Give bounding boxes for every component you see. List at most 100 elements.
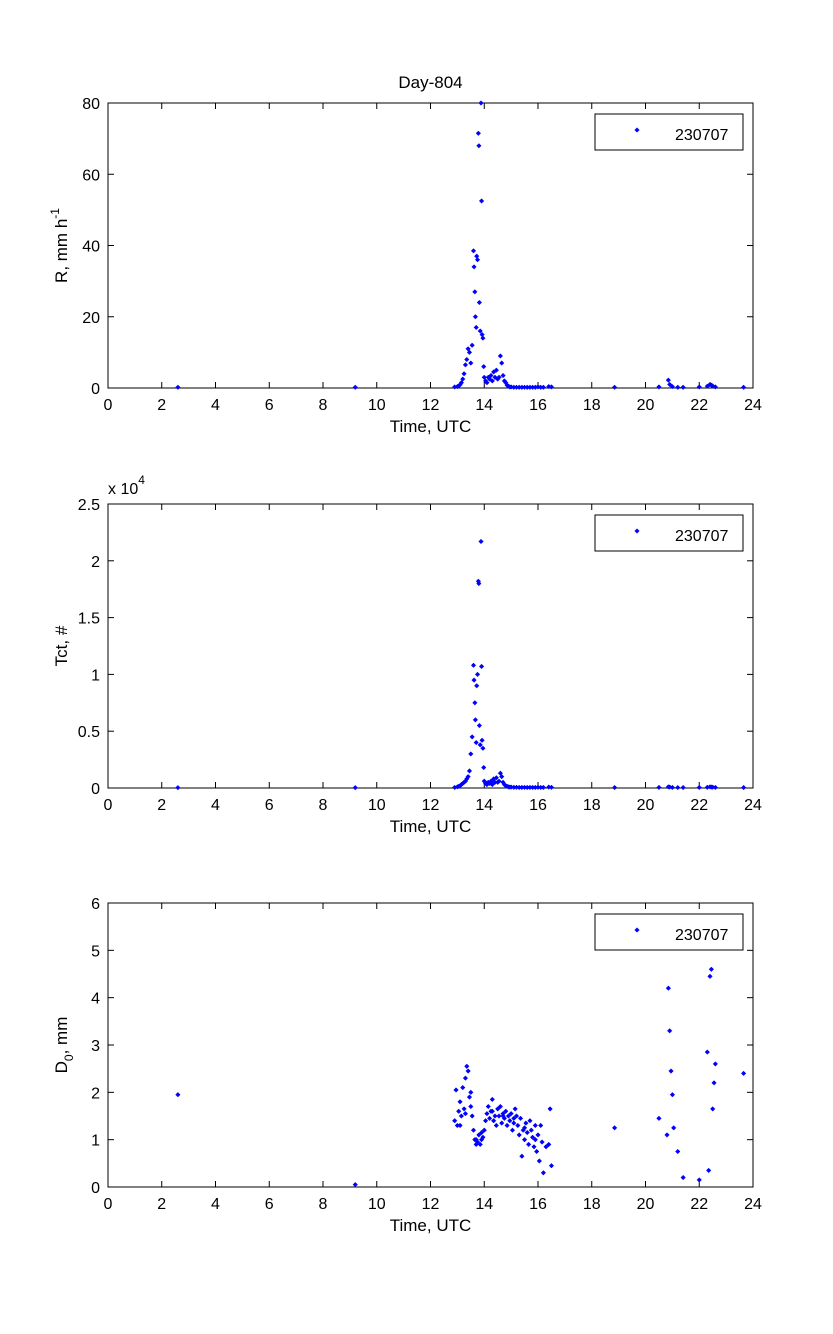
data-point	[469, 734, 475, 740]
data-point	[611, 384, 618, 390]
data-point	[712, 384, 719, 390]
data-point	[453, 1087, 459, 1093]
data-point	[470, 248, 477, 254]
data-point	[469, 1113, 475, 1119]
x-tick-label: 8	[319, 797, 328, 814]
y-axis-label-sub: 0	[62, 1054, 76, 1061]
legend-box	[594, 514, 744, 552]
y-tick-label: 5	[91, 943, 100, 960]
data-point	[740, 1070, 747, 1077]
data-point	[704, 1049, 710, 1055]
data-point	[531, 1144, 537, 1150]
data-point	[466, 349, 473, 356]
data-point	[505, 1113, 512, 1119]
data-point	[472, 717, 479, 723]
series-1	[175, 538, 747, 791]
data-point	[496, 1113, 502, 1119]
legend-marker	[634, 528, 640, 534]
data-point	[711, 1080, 717, 1086]
data-point	[175, 1092, 181, 1098]
data-point	[175, 785, 181, 791]
data-point	[540, 784, 547, 791]
legend-box	[594, 113, 744, 151]
data-point	[513, 1113, 520, 1119]
x-tick-label: 24	[744, 797, 762, 814]
data-point	[671, 1125, 677, 1131]
y-axis-label-text: D	[52, 1061, 71, 1073]
data-point	[667, 1028, 673, 1034]
data-point	[480, 335, 486, 341]
y-tick-label: 0	[91, 781, 100, 798]
chart-panel-1: 0 2 4 6 8 10 12 14 16 18 20 22 24020406080Day-804Tim…	[48, 73, 762, 436]
y-tick-label: 1	[91, 1133, 100, 1150]
data-point	[511, 1120, 517, 1126]
data-point	[532, 1122, 538, 1129]
data-point	[468, 751, 474, 757]
data-point	[480, 1134, 486, 1140]
chart-title: Day-804	[398, 73, 462, 92]
data-point	[664, 1132, 670, 1138]
data-point	[352, 785, 358, 791]
data-point	[527, 1118, 533, 1124]
data-point	[696, 384, 702, 390]
data-point	[696, 1177, 702, 1183]
x-axis-label: Time, UTC	[390, 417, 472, 436]
y-exponent-label: x 104	[108, 473, 145, 498]
y-exponent-power: 4	[138, 473, 145, 487]
data-point	[352, 1181, 358, 1188]
data-point	[706, 1167, 712, 1174]
data-point	[474, 257, 481, 263]
x-tick-label: 8	[319, 1196, 328, 1213]
data-point	[708, 966, 714, 972]
legend: 230707	[594, 113, 744, 151]
y-tick-label: 0	[91, 1180, 100, 1197]
legend-marker	[634, 127, 640, 133]
data-point	[680, 1174, 686, 1181]
data-point	[519, 1153, 525, 1159]
data-point	[493, 367, 499, 373]
data-point	[740, 384, 747, 390]
data-point	[503, 1108, 509, 1114]
data-point	[548, 784, 555, 790]
data-point	[472, 700, 478, 706]
data-point	[536, 1158, 542, 1164]
data-point	[500, 1113, 506, 1119]
data-point	[547, 1106, 553, 1112]
series-1	[175, 966, 747, 1188]
data-point	[481, 1127, 487, 1133]
x-tick-label: 6	[265, 397, 274, 414]
data-point	[465, 1068, 471, 1074]
y-tick-label: 2	[91, 1085, 100, 1102]
x-tick-label: 2	[157, 1196, 166, 1213]
data-point	[462, 1110, 469, 1117]
data-point	[496, 374, 502, 380]
y-tick-label: 80	[82, 96, 100, 113]
data-point	[665, 985, 671, 991]
data-point	[515, 1122, 521, 1129]
x-tick-label: 12	[422, 1196, 440, 1213]
data-point	[458, 1113, 465, 1119]
data-point	[669, 784, 676, 791]
x-tick-label: 10	[368, 1196, 386, 1213]
data-point	[476, 299, 483, 306]
data-point	[488, 372, 494, 379]
data-point	[517, 1115, 524, 1122]
y-axis-label-text: R, mm h	[52, 219, 71, 283]
data-point	[473, 324, 479, 331]
data-point	[472, 314, 479, 320]
data-point	[456, 1108, 462, 1114]
x-tick-label: 0	[104, 397, 113, 414]
data-point	[492, 1113, 498, 1119]
data-point	[477, 1141, 483, 1148]
x-tick-label: 0	[104, 1196, 113, 1213]
data-point	[468, 1103, 474, 1110]
data-point	[656, 1115, 662, 1122]
data-point	[712, 784, 719, 791]
data-point	[466, 1094, 473, 1100]
data-point	[712, 1061, 719, 1067]
x-tick-label: 10	[368, 797, 386, 814]
data-point	[476, 1132, 482, 1138]
data-point	[669, 1092, 676, 1098]
data-point	[543, 1144, 549, 1150]
